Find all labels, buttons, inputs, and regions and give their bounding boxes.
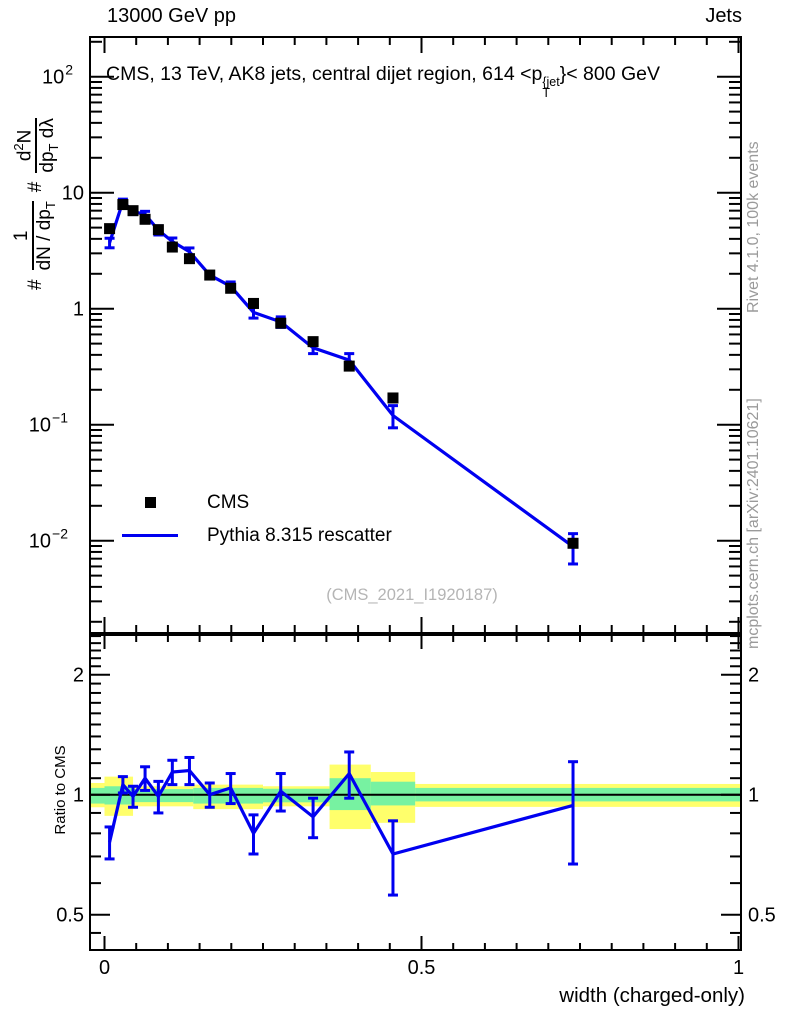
- header-analysis-group: Jets: [705, 5, 742, 27]
- ratio-y-tick-label-right: 2: [748, 665, 759, 687]
- panel-title-prefix: CMS, 13 TeV, AK8 jets, central dijet reg…: [106, 63, 543, 85]
- cms-data-point: [166, 241, 178, 253]
- uncertainty-band-green: [90, 778, 741, 811]
- ratio-y-tick-label-left: 2: [73, 665, 84, 687]
- cms-data-point: [204, 269, 216, 281]
- cms-data-point: [343, 360, 355, 372]
- ratio-line: [108, 768, 574, 856]
- blue-line-icon: [122, 534, 178, 537]
- main-y-tick-label: 10: [62, 183, 84, 205]
- cms-data-point: [117, 199, 129, 211]
- ylabel-frac-1: 1 dN / dpT: [11, 201, 58, 271]
- cms-data-point: [139, 213, 151, 225]
- panel-title-sub: T: [542, 86, 550, 100]
- main-y-tick-label: 102: [42, 62, 73, 89]
- cms-data-point: [307, 336, 319, 348]
- x-axis-label: width (charged-only): [559, 984, 745, 1007]
- cms-data-point: [127, 205, 139, 217]
- x-tick-label: 1: [733, 957, 744, 979]
- ratio-y-tick-label-right: 1: [748, 785, 759, 807]
- ratio-y-axis-label: Ratio to CMS: [52, 745, 69, 835]
- ylabel-frac-2: d2N dpT dλ: [8, 118, 64, 173]
- black-square-icon: [144, 497, 156, 508]
- ratio-frame: [89, 634, 742, 951]
- legend-row-cms: CMS: [122, 486, 392, 519]
- cms-data-point: [183, 253, 195, 265]
- header-beam-energy: 13000 GeV pp: [107, 5, 236, 27]
- axis-ticks: [90, 37, 741, 950]
- legend-label-cms: CMS: [207, 491, 250, 513]
- cms-data-points: [104, 199, 579, 549]
- main-y-tick-label: 10−2: [29, 526, 68, 553]
- ylabel-hash-1: #: [25, 279, 47, 290]
- panel-title: CMS, 13 TeV, AK8 jets, central dijet reg…: [106, 63, 660, 99]
- cms-marker-swatch: [122, 497, 178, 508]
- cms-data-point: [567, 537, 579, 549]
- cms-data-point: [387, 392, 399, 404]
- cms-data-point: [152, 224, 164, 236]
- legend: CMS Pythia 8.315 rescatter: [122, 486, 392, 552]
- rivet-version-note: Rivet 4.1.0, 100k events: [745, 141, 762, 313]
- mcplots-arxiv-note: mcplots.cern.ch [arXiv:2401.10621]: [745, 398, 762, 649]
- legend-row-pythia: Pythia 8.315 rescatter: [122, 519, 392, 552]
- ratio-series: [104, 750, 579, 897]
- panel-title-sup: {jet: [542, 75, 560, 89]
- pythia-line-swatch: [122, 534, 178, 537]
- x-tick-label: 0: [99, 957, 110, 979]
- main-y-tick-label: 1: [73, 299, 84, 321]
- panel-title-suffix: }< 800 GeV: [559, 63, 660, 85]
- x-tick-label: 0.5: [408, 957, 436, 979]
- ylabel-hash-2: #: [25, 181, 47, 193]
- legend-label-pythia: Pythia 8.315 rescatter: [207, 524, 392, 546]
- axis-tick-labels: 102 10 1 10−1 10−2 2 2 1 1 0.5 0.5 0 0.5 1: [29, 62, 776, 979]
- main-y-axis-label: # 1 dN / dpT # d2N dpT dλ: [8, 34, 64, 290]
- cms-data-point: [104, 223, 116, 235]
- cms-data-point: [247, 297, 259, 309]
- ratio-y-tick-label-left: 0.5: [56, 905, 84, 927]
- ratio-y-tick-label-right: 0.5: [748, 905, 776, 927]
- panel-title-supsub: {jet T: [542, 75, 560, 100]
- cms-data-point: [275, 317, 287, 329]
- cms-data-point: [225, 282, 237, 294]
- ratio-y-tick-label-left: 1: [73, 785, 84, 807]
- analysis-id-watermark: (CMS_2021_I1920187): [326, 586, 498, 604]
- main-y-tick-label: 10−1: [29, 410, 68, 437]
